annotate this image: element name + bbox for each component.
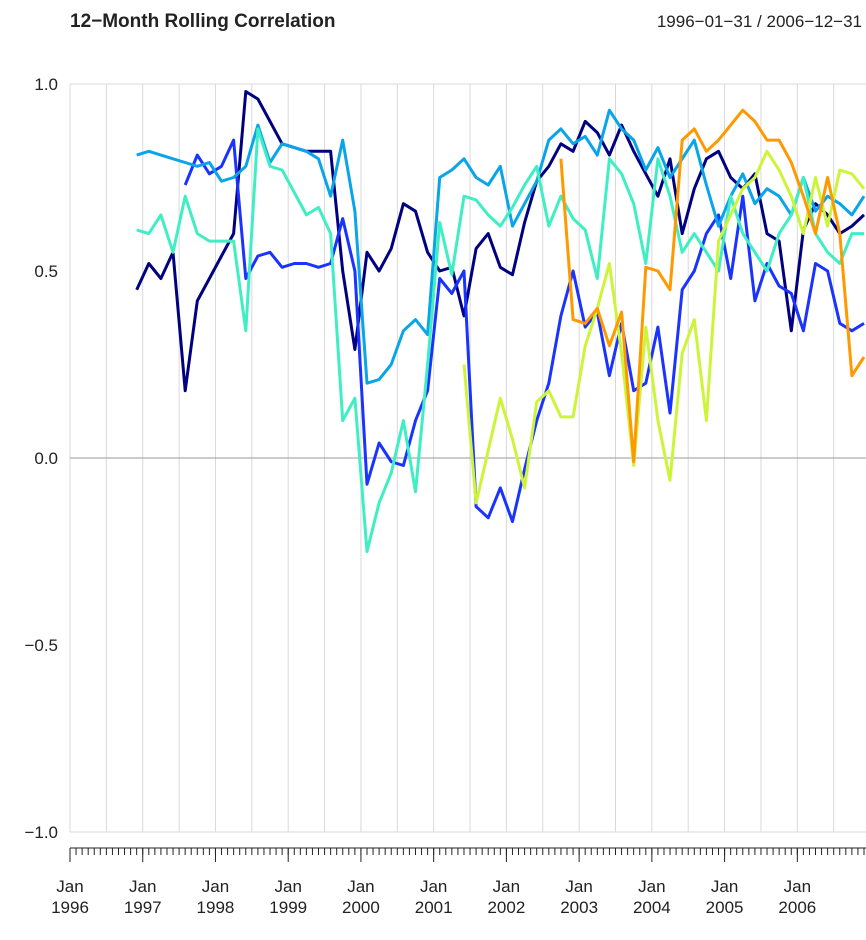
- series-line: [136, 108, 866, 385]
- x-tick-label: Jan 2001: [415, 877, 453, 917]
- chart-title: 12−Month Rolling Correlation: [70, 11, 335, 32]
- chart-subtitle: 1996−01−31 / 2006−12−31: [657, 12, 862, 31]
- x-tick-label: Jan 1999: [269, 877, 307, 917]
- x-tick-label: Jan 2002: [487, 877, 525, 917]
- y-tick-label: 0.0: [34, 449, 58, 468]
- x-tick-label: Jan 2005: [706, 877, 744, 917]
- y-tick-label: −1.0: [24, 823, 58, 842]
- x-tick-label: Jan 1997: [124, 877, 162, 917]
- series-line: [462, 149, 866, 505]
- x-tick-label: Jan 2006: [778, 877, 816, 917]
- series-line: [135, 90, 866, 393]
- y-tick-label: −0.5: [24, 636, 58, 655]
- series-line: [183, 138, 865, 524]
- series-line: [136, 127, 864, 553]
- x-tick-label: Jan 1996: [51, 877, 89, 917]
- x-tick-label: Jan 2003: [560, 877, 598, 917]
- y-tick-label: 1.0: [34, 75, 58, 94]
- x-tick-label: Jan 1998: [197, 877, 235, 917]
- x-tick-label: Jan 2000: [342, 877, 380, 917]
- series-line: [559, 108, 866, 464]
- y-tick-label: 0.5: [34, 262, 58, 281]
- x-tick-label: Jan 2004: [633, 877, 671, 917]
